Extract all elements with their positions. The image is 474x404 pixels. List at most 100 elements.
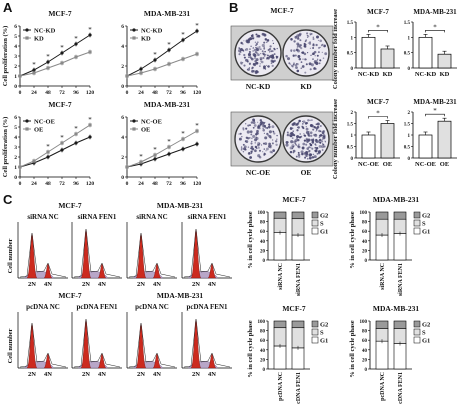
colony-dot [263,47,266,50]
colony-dot [266,126,269,130]
colony-dot [268,123,271,126]
g2-segment [393,211,407,220]
colony-dot [296,69,300,73]
g1-segment [291,347,305,370]
chart-title: MCF-7 [282,304,306,313]
colony-dot [318,144,322,148]
x-tick-label: 120 [86,181,95,187]
y-tick-label: 60 [362,230,368,235]
y-tick-label: 1.5 [347,123,354,128]
x-tick-label: 2N [82,281,90,288]
x-tick-label: 96 [180,181,186,187]
data-point [74,55,78,59]
y-tick-label: 2 [14,64,17,70]
data-point [195,142,199,146]
colony-dot [297,126,300,129]
y-tick-label: 0 [263,259,266,264]
colony-bar-chart: MDA-MB-231 0 0.5 1 1.5 2 NC-OE OE * [404,98,457,168]
y-tick-label: 20 [260,358,266,363]
colony-dot [264,38,268,41]
colony-dot [300,150,304,154]
colony-dot [302,142,306,146]
g1-segment [375,340,389,370]
colony-dot [319,141,322,144]
colony-dot [248,50,251,54]
colony-dot [291,144,295,148]
data-point [167,62,171,66]
colony-dot [251,140,253,143]
x-tick-label: siRNA FEN1 [398,263,404,296]
significance-bracket [425,113,445,117]
bar [418,36,433,69]
colony-dot [244,148,247,151]
colony-dot [242,143,245,146]
y-tick-label: 0.5 [347,146,354,151]
colony-dot [311,147,314,150]
colony-dot [286,134,289,137]
colony-dot [300,61,303,63]
colony-dot [264,126,267,129]
legend-marker [132,127,136,131]
histogram-plot: pcDNA NC 2N 4N [17,303,68,378]
data-point [139,160,143,164]
y-axis-label: Cell number [7,238,14,273]
x-tick-label: 96 [180,90,186,96]
x-tick-label: 4N [153,281,161,288]
colony-dot [301,51,305,54]
y-tick-label: 1 [351,134,354,139]
significance-star: * [46,53,50,61]
series-line [126,130,198,168]
sample-label: siRNA FEN1 [78,213,117,221]
colony-dot [252,126,255,129]
colony-dot [318,62,321,65]
colony-dot [315,61,319,65]
colony-dot [319,39,323,43]
colony-dot [297,121,300,124]
colony-dot [303,127,305,129]
colony-dot [249,55,252,59]
chart-title: MDA-MB-231 [373,195,419,204]
colony-dot [305,126,307,128]
colony-dot [271,125,275,129]
g1-segment [273,232,287,261]
legend-marker [25,127,29,131]
s-segment [375,218,389,236]
colony-dot [303,139,307,142]
colony-bar-chart: MDA-MB-231 0 0.5 1 1.5 NC-KD KD * [404,8,457,78]
colony-dot [245,123,247,125]
colony-dot [312,153,315,156]
y-tick-label: 20 [362,358,368,363]
colony-dot [245,48,249,51]
colony-dot [289,146,293,150]
colony-dot [314,67,317,70]
histogram-trace [128,322,176,368]
colony-dot [315,130,317,132]
chart-title: MCF-7 [48,100,72,109]
colony-dot [268,55,270,57]
g2-peak [97,353,107,369]
colony-dot [305,122,307,125]
colony-dot [257,154,261,158]
plate-label: KD [300,82,312,91]
sample-label: siRNA NC [27,213,58,221]
colony-dot [261,43,265,47]
colony-dot [311,140,314,143]
x-tick-label: KD [383,71,393,78]
colony-dot [316,125,320,129]
colony-dot [249,156,252,159]
colony-dot [250,150,253,153]
x-tick-label: 2N [82,371,90,378]
y-tick-label: 1.5 [404,123,411,128]
significance-bracket [368,30,388,33]
colony-dot [241,135,243,138]
colony-dot [304,71,307,74]
colony-dot [296,129,299,132]
legend-label: G1 [422,229,430,236]
colony-dot [294,123,298,127]
colony-dot [315,133,317,136]
series-line [19,136,91,168]
x-tick-label: NC-KD [415,71,437,78]
colony-dot [301,123,304,125]
colony-dot [292,130,294,132]
